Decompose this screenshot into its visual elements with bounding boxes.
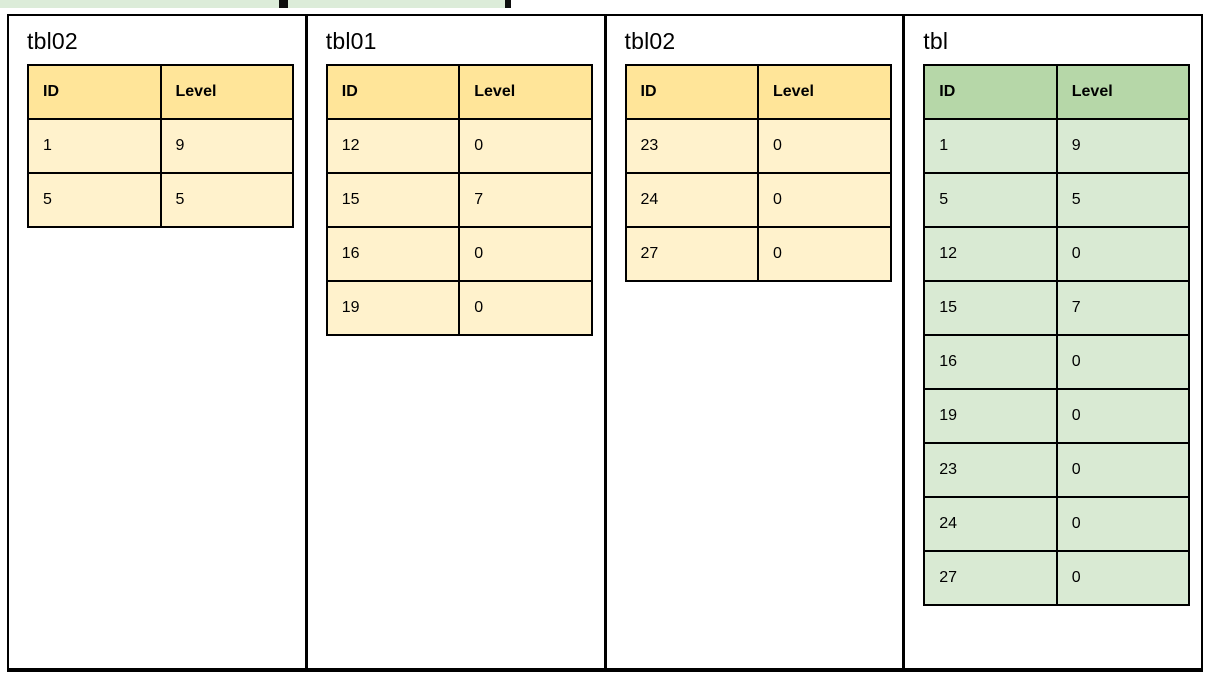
table-cell: 27	[923, 550, 1058, 606]
text-descender-mark	[279, 0, 288, 8]
table-cell: 5	[923, 172, 1058, 228]
table-cell: 24	[624, 172, 759, 228]
table-cell: 16	[325, 226, 461, 282]
table-title: tbl01	[325, 28, 377, 54]
table-row: 15 7	[923, 280, 1191, 336]
column-header-level: Level	[159, 64, 294, 120]
table-cell: 9	[159, 118, 294, 174]
table-cell: 19	[325, 280, 461, 336]
table-row: 24 0	[923, 496, 1191, 552]
table-cell: 27	[624, 226, 759, 282]
data-table-tbl-result: ID Level 1 9 5 5 12 0 15 7 16 0 19 0 23 0 24 0 27 0	[923, 64, 1191, 606]
table-row: 23 0	[624, 118, 892, 174]
table-cell: 0	[1055, 496, 1191, 552]
table-cell: 0	[757, 172, 892, 228]
header-row: ID Level	[624, 64, 892, 120]
column-header-id: ID	[27, 64, 162, 120]
table-cell: 23	[624, 118, 759, 174]
table-cell: 0	[1055, 442, 1191, 498]
table-cell: 1	[27, 118, 162, 174]
table-cell: 12	[923, 226, 1058, 282]
table-row: 27 0	[923, 550, 1191, 606]
table-row: 24 0	[624, 172, 892, 228]
table-row: 12 0	[325, 118, 593, 174]
table-cell: 0	[1055, 550, 1191, 606]
table-row: 23 0	[923, 442, 1191, 498]
table-cell: 24	[923, 496, 1058, 552]
table-cell: 0	[1055, 226, 1191, 282]
table-cell: 23	[923, 442, 1058, 498]
table-cell: 19	[923, 388, 1058, 444]
header-row: ID Level	[27, 64, 294, 120]
data-table-tbl02-right: ID Level 23 0 24 0 27 0	[624, 64, 892, 282]
text-descender-mark	[505, 0, 511, 8]
panel-tbl02-source-right: tbl02 ID Level 23 0 24 0 27 0	[607, 16, 906, 668]
column-header-id: ID	[923, 64, 1058, 120]
column-header-level: Level	[1055, 64, 1191, 120]
column-header-level: Level	[458, 64, 593, 120]
table-cell: 0	[1055, 388, 1191, 444]
table-cell: 15	[325, 172, 461, 228]
table-cell: 1	[923, 118, 1058, 174]
table-title: tbl	[923, 28, 949, 54]
table-row: 27 0	[624, 226, 892, 282]
table-cell: 16	[923, 334, 1058, 390]
header-row: ID Level	[325, 64, 593, 120]
table-row: 16 0	[325, 226, 593, 282]
partial-highlighted-text-strip	[0, 0, 511, 8]
table-cell: 7	[1055, 280, 1191, 336]
table-cell: 0	[757, 118, 892, 174]
table-row: 19 0	[325, 280, 593, 336]
table-cell: 0	[458, 226, 593, 282]
table-cell: 0	[1055, 334, 1191, 390]
table-cell: 7	[458, 172, 593, 228]
column-header-id: ID	[325, 64, 461, 120]
table-cell: 0	[757, 226, 892, 282]
panel-tbl01-source: tbl01 ID Level 12 0 15 7 16 0 19 0	[308, 16, 607, 668]
table-title: tbl02	[27, 28, 78, 54]
table-cell: 15	[923, 280, 1058, 336]
header-row: ID Level	[923, 64, 1191, 120]
table-cell: 5	[1055, 172, 1191, 228]
table-row: 12 0	[923, 226, 1191, 282]
table-row: 16 0	[923, 334, 1191, 390]
table-row: 19 0	[923, 388, 1191, 444]
table-title: tbl02	[624, 28, 676, 54]
panel-tbl-result: tbl ID Level 1 9 5 5 12 0 15 7 16 0 19 0 23 0 24 0 27 0	[905, 16, 1201, 668]
table-cell: 12	[325, 118, 461, 174]
table-cell: 0	[458, 118, 593, 174]
table-cell: 9	[1055, 118, 1191, 174]
table-cell: 5	[27, 172, 162, 228]
table-cell: 0	[458, 280, 593, 336]
table-cell: 5	[159, 172, 294, 228]
column-header-id: ID	[624, 64, 759, 120]
table-row: 15 7	[325, 172, 593, 228]
column-header-level: Level	[757, 64, 892, 120]
data-table-tbl01: ID Level 12 0 15 7 16 0 19 0	[325, 64, 593, 336]
